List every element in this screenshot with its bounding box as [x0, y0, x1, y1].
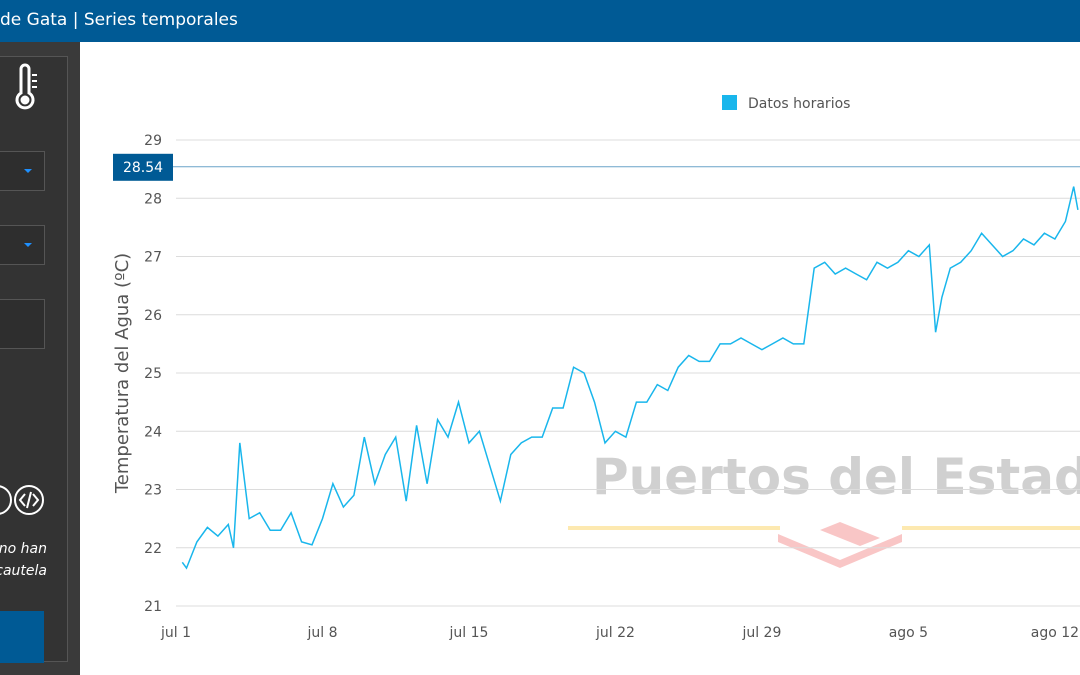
- x-tick-label: ago 5: [889, 625, 928, 641]
- y-tick-label: 22: [144, 541, 162, 557]
- y-tick-label: 21: [144, 599, 162, 615]
- notice-text: cautela: [0, 563, 47, 579]
- x-tick-label: jul 22: [595, 625, 635, 641]
- sidebar: no han cautela: [0, 42, 80, 675]
- header-title: de Gata | Series temporales: [0, 10, 238, 30]
- text-input[interactable]: [0, 299, 45, 349]
- legend-swatch: [722, 95, 737, 110]
- watermark: Puertos del Estado: [592, 448, 1080, 506]
- x-tick-label: ago 12: [1031, 625, 1079, 641]
- data-line: [181, 186, 1079, 570]
- icons[interactable]: [0, 485, 44, 515]
- sidebar-graphics: [0, 63, 44, 515]
- y-axis-label: Temperatura del Agua (ºC): [112, 253, 133, 494]
- chart: Puertos del Estado 21 22 23 24 25 26 27 28 29 jul …: [112, 95, 1080, 641]
- dropdown[interactable]: [0, 151, 45, 191]
- notice-text: no han: [0, 541, 47, 557]
- y-tick-label: 23: [144, 483, 162, 499]
- reference-label-box: [113, 153, 173, 181]
- y-tick-label: 24: [144, 424, 162, 440]
- dropdown[interactable]: [0, 225, 45, 265]
- y-tick-label: 28: [144, 191, 162, 207]
- reference-label: 28.54: [123, 160, 163, 176]
- header: de Gata | Series temporales: [0, 0, 1080, 42]
- y-tick-label: 29: [144, 133, 162, 149]
- x-tick-label: jul 1: [160, 625, 191, 641]
- sidebar-panel: no han cautela: [0, 56, 68, 663]
- x-tick-label: jul 15: [449, 625, 489, 641]
- thermometer-icon: [15, 63, 37, 110]
- x-tick-label: jul 8: [306, 625, 337, 641]
- x-tick-label: jul 29: [741, 625, 781, 641]
- y-tick-label: 27: [144, 250, 162, 266]
- button[interactable]: [0, 611, 44, 663]
- y-tick-label: 25: [144, 366, 162, 382]
- watermark-logo: [778, 522, 902, 568]
- y-tick-label: 26: [144, 308, 162, 324]
- legend-label: Datos horarios: [748, 96, 850, 112]
